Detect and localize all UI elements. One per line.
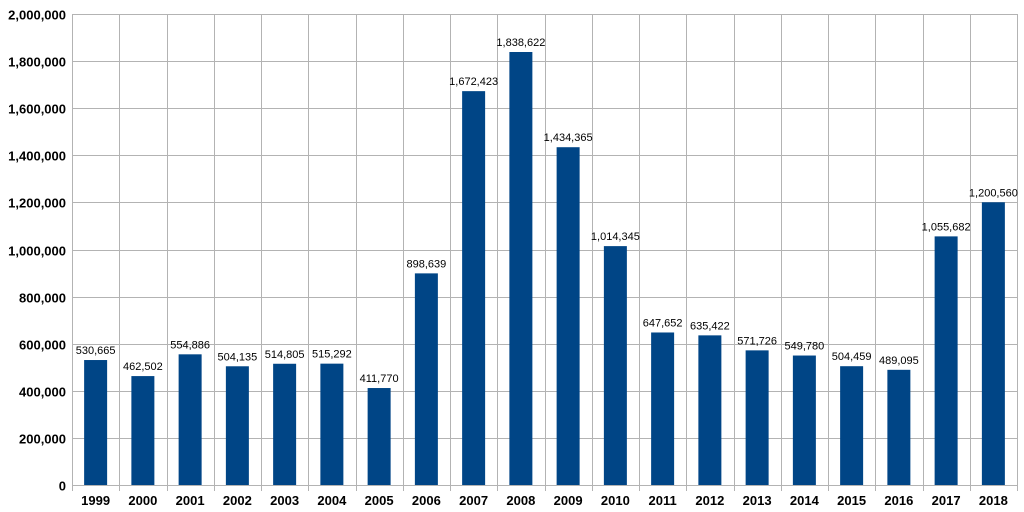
bar-2001 [178, 354, 202, 485]
bar-value-label: 530,665 [76, 345, 116, 357]
gridlines [72, 14, 1018, 491]
x-tick-label: 2012 [695, 493, 724, 508]
bar-value-label: 554,886 [170, 339, 210, 351]
x-tick-label: 2014 [790, 493, 820, 508]
x-axis-tick-labels: 1999 2000 2001 2002 2003 2004 2005 2006 2007 2008… [81, 493, 1008, 508]
bar-value-label: 1,200,560 [969, 187, 1018, 199]
x-tick-label: 2013 [743, 493, 772, 508]
y-tick-label: 600,000 [19, 338, 66, 353]
bar-2000 [131, 376, 155, 485]
x-tick-label: 2016 [884, 493, 913, 508]
bar-value-label: 515,292 [312, 349, 352, 361]
y-axis-tick-labels: 0 200,000 400,000 600,000 800,000 1,000,000 1,… [8, 8, 66, 494]
y-tick-label: 2,000,000 [8, 8, 66, 23]
bars [84, 52, 1005, 486]
bar-value-label: 1,434,365 [544, 132, 593, 144]
x-tick-label: 1999 [81, 493, 110, 508]
y-tick-label: 1,000,000 [8, 244, 66, 259]
bar-2005 [367, 388, 391, 485]
y-tick-label: 1,200,000 [8, 196, 66, 211]
bar-value-label: 635,422 [690, 320, 730, 332]
bar-value-label: 462,502 [123, 361, 163, 373]
y-tick-label: 1,800,000 [8, 55, 66, 70]
x-tick-label: 2003 [270, 493, 299, 508]
bar-2006 [414, 273, 438, 485]
bar-2017 [934, 236, 958, 485]
y-tick-label: 0 [59, 479, 66, 494]
y-tick-label: 800,000 [19, 291, 66, 306]
x-tick-label: 2004 [317, 493, 347, 508]
x-tick-label: 2017 [932, 493, 961, 508]
x-tick-label: 2006 [412, 493, 441, 508]
bar-value-label: 411,770 [360, 373, 399, 385]
bar-1999 [84, 360, 108, 485]
x-tick-label: 2000 [128, 493, 157, 508]
x-tick-label: 2008 [506, 493, 535, 508]
bar-value-label: 1,055,682 [922, 221, 971, 233]
bar-value-label: 1,672,423 [449, 76, 498, 88]
bar-2010 [603, 246, 627, 485]
y-tick-label: 200,000 [19, 432, 66, 447]
x-tick-label: 2005 [365, 493, 394, 508]
bar-value-label: 571,726 [737, 335, 777, 347]
bar-value-label: 1,838,622 [496, 37, 545, 49]
bar-2016 [887, 369, 911, 485]
bar-value-label: 647,652 [643, 317, 683, 329]
bar-value-label: 898,639 [406, 258, 446, 270]
bar-2008 [509, 52, 533, 486]
x-tick-label: 2018 [979, 493, 1008, 508]
bar-2011 [651, 332, 675, 485]
y-tick-label: 1,400,000 [8, 149, 66, 164]
bar-2018 [981, 202, 1005, 485]
bar-value-label: 549,780 [784, 341, 824, 353]
x-tick-label: 2002 [223, 493, 252, 508]
bar-2009 [556, 147, 580, 486]
bar-2014 [792, 355, 816, 485]
bar-2015 [840, 366, 864, 485]
x-tick-label: 2009 [554, 493, 583, 508]
bar-value-label: 1,014,345 [591, 231, 640, 243]
bar-value-label: 504,459 [832, 351, 872, 363]
bar-value-label: 504,135 [217, 351, 257, 363]
y-tick-label: 400,000 [19, 385, 66, 400]
bar-2012 [698, 335, 722, 485]
x-tick-label: 2015 [837, 493, 866, 508]
bar-2007 [462, 91, 486, 486]
x-tick-label: 2007 [459, 493, 488, 508]
x-tick-label: 2010 [601, 493, 630, 508]
bar-2004 [320, 363, 344, 485]
x-tick-label: 2001 [176, 493, 205, 508]
bar-value-labels: 530,665 462,502 554,886 504,135 514,805 515,2… [76, 37, 1018, 385]
bar-value-label: 514,805 [265, 349, 305, 361]
bar-2013 [745, 350, 769, 485]
y-tick-label: 1,600,000 [8, 102, 66, 117]
bar-value-label: 489,095 [879, 355, 919, 367]
x-tick-label: 2011 [649, 493, 677, 508]
bar-2003 [273, 363, 297, 485]
bar-2002 [225, 366, 249, 485]
